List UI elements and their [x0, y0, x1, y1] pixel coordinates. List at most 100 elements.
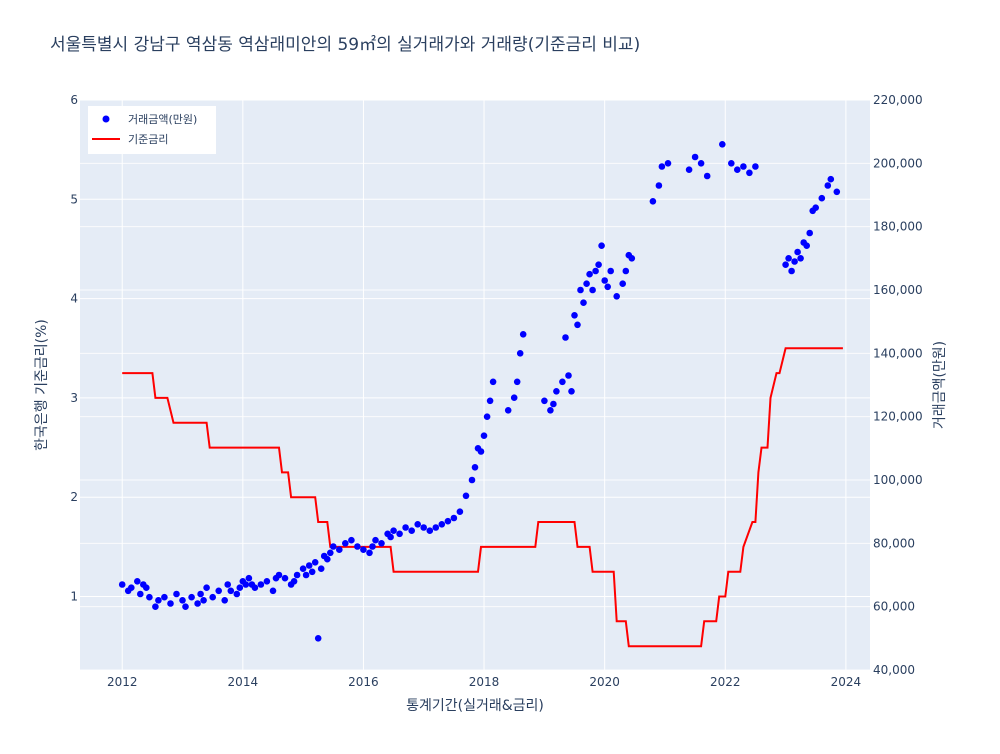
- price-point: [302, 571, 310, 579]
- price-point: [396, 530, 403, 538]
- price-point: [324, 555, 331, 563]
- price-point: [598, 242, 605, 249]
- price-point: [224, 581, 231, 588]
- price-point: [387, 533, 394, 541]
- price-point: [360, 546, 367, 553]
- y-left-tick-label: 4: [70, 292, 78, 306]
- price-point: [607, 267, 614, 275]
- x-tick-label: 2014: [228, 675, 259, 689]
- price-point: [583, 280, 590, 288]
- price-point: [137, 590, 144, 598]
- price-point: [685, 166, 693, 173]
- price-point: [134, 578, 141, 585]
- price-point: [305, 562, 313, 569]
- price-point: [420, 524, 428, 531]
- price-point: [719, 141, 726, 148]
- price-point: [444, 517, 452, 525]
- price-point: [486, 397, 494, 405]
- y-right-axis-label: 거래금액(만원): [932, 341, 948, 429]
- price-point: [173, 590, 180, 598]
- price-point: [833, 188, 841, 196]
- legend-price-label: 거래금액(만원): [128, 113, 197, 126]
- x-tick-label: 2024: [831, 675, 862, 689]
- legend-price-marker: [102, 115, 110, 123]
- price-point: [203, 584, 210, 591]
- price-point: [619, 280, 626, 288]
- price-point: [414, 521, 422, 528]
- price-point: [703, 172, 711, 180]
- y-right-tick-label: 200,000: [873, 156, 923, 170]
- price-point: [227, 587, 235, 595]
- x-tick-label: 2016: [348, 675, 379, 689]
- y-right-tick-label: 180,000: [873, 220, 923, 234]
- price-point: [369, 543, 376, 550]
- price-point: [601, 277, 608, 284]
- y-left-axis-label: 한국은행 기준금리(%): [34, 319, 50, 451]
- price-point: [658, 163, 666, 170]
- price-point: [649, 198, 657, 205]
- price-point: [293, 571, 301, 579]
- chart-title: 서울특별시 강남구 역삼동 역삼래미안의 59㎡의 실거래가와 거래량(기준금리…: [50, 35, 640, 55]
- price-point: [586, 270, 593, 278]
- price-point: [408, 527, 416, 534]
- legend: 거래금액(만원) 기준금리: [88, 106, 216, 154]
- price-point: [281, 574, 289, 582]
- price-point: [565, 372, 572, 379]
- grid-lines: [80, 99, 870, 671]
- price-point: [308, 568, 316, 576]
- price-series-layer: [118, 141, 841, 642]
- price-point: [510, 394, 518, 402]
- x-axis-label: 통계기간(실거래&금리): [406, 698, 544, 714]
- y-left-tick-label: 6: [70, 93, 78, 107]
- price-point: [182, 603, 189, 610]
- price-point: [655, 182, 663, 189]
- price-point: [342, 540, 349, 547]
- price-point: [366, 549, 373, 557]
- price-point: [746, 169, 753, 177]
- price-point: [471, 464, 479, 471]
- price-point: [483, 413, 491, 421]
- price-point: [697, 160, 705, 167]
- price-point: [664, 160, 672, 167]
- price-point: [734, 166, 741, 173]
- price-point: [577, 286, 584, 294]
- y-left-tick-label: 3: [70, 391, 78, 405]
- price-point: [604, 283, 611, 291]
- y-left-tick-label: 5: [70, 192, 78, 206]
- price-point: [628, 254, 636, 262]
- price-point: [550, 400, 557, 408]
- price-point: [794, 248, 801, 256]
- price-point: [269, 587, 277, 595]
- price-point: [803, 242, 810, 249]
- price-point: [740, 163, 747, 170]
- price-point: [456, 508, 464, 515]
- plot-area: [80, 100, 870, 670]
- price-point: [462, 492, 470, 500]
- y-left-axis-ticks: 1 2 3 4 5 6: [70, 93, 78, 604]
- price-point: [236, 584, 244, 591]
- price-point: [812, 204, 819, 211]
- price-point: [519, 331, 527, 338]
- price-point: [245, 574, 253, 582]
- price-point: [209, 593, 216, 601]
- x-tick-label: 2018: [469, 675, 500, 689]
- y-right-tick-label: 140,000: [873, 346, 923, 360]
- price-point: [559, 378, 566, 386]
- rate-line: [122, 347, 843, 648]
- price-point: [477, 448, 485, 455]
- price-point: [242, 581, 250, 588]
- price-point: [194, 600, 201, 607]
- price-point: [152, 603, 159, 610]
- x-tick-label: 2012: [107, 675, 138, 689]
- price-point: [791, 258, 798, 265]
- price-point: [504, 407, 512, 414]
- price-point: [390, 527, 397, 534]
- y-right-tick-label: 220,000: [873, 93, 923, 107]
- price-point: [128, 584, 135, 591]
- y-left-tick-label: 2: [70, 490, 78, 504]
- y-right-tick-label: 80,000: [873, 536, 915, 550]
- price-point: [143, 584, 150, 591]
- price-point: [589, 286, 596, 294]
- price-point: [314, 635, 322, 642]
